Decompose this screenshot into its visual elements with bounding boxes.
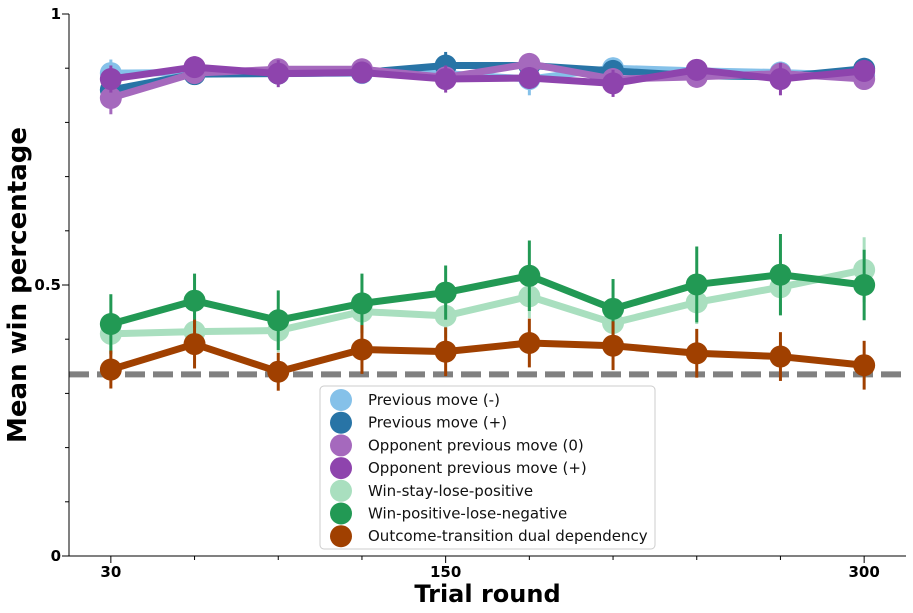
legend-marker xyxy=(330,502,352,525)
data-point xyxy=(183,289,206,312)
legend-label: Win-stay-lose-positive xyxy=(368,482,533,500)
data-point xyxy=(769,263,792,286)
data-point xyxy=(602,297,625,320)
data-point xyxy=(267,309,290,332)
data-point xyxy=(350,61,373,84)
legend: Previous move (-) Previous move (+) Oppone… xyxy=(319,385,656,550)
data-point xyxy=(99,358,122,381)
legend-marker xyxy=(330,479,352,502)
y-axis-title: Mean win percentage xyxy=(3,127,33,443)
data-point xyxy=(183,56,206,79)
data-point xyxy=(769,68,792,91)
legend-label: Previous move (-) xyxy=(368,391,500,409)
series-5 xyxy=(99,234,876,354)
data-point xyxy=(685,273,708,296)
legend-label: Win-positive-lose-negative xyxy=(368,505,567,523)
data-point xyxy=(685,342,708,365)
y-tick-label: 0.5 xyxy=(34,276,61,294)
legend-marker xyxy=(330,434,352,457)
x-tick-label: 30 xyxy=(100,563,121,581)
series-line xyxy=(109,339,865,376)
data-point xyxy=(518,331,541,354)
x-axis-title: Trial round xyxy=(414,580,560,608)
data-point xyxy=(769,345,792,368)
legend-marker xyxy=(330,389,352,411)
data-point xyxy=(350,338,373,361)
data-point xyxy=(518,66,541,89)
series-4 xyxy=(99,237,876,356)
series-line xyxy=(110,266,865,338)
data-point xyxy=(853,354,876,377)
data-point xyxy=(267,360,290,383)
data-point xyxy=(99,87,122,110)
data-point xyxy=(99,68,122,91)
data-point xyxy=(853,59,876,82)
legend-marker xyxy=(330,411,352,434)
y-tick-label: 1 xyxy=(51,5,61,23)
series-6 xyxy=(99,318,876,391)
legend-label: Outcome-transition dual dependency xyxy=(368,527,648,545)
data-point xyxy=(518,264,541,287)
legend-marker xyxy=(330,525,352,548)
data-point xyxy=(183,333,206,356)
data-point xyxy=(602,334,625,357)
data-point xyxy=(99,313,122,336)
legend-label: Opponent previous move (+) xyxy=(368,459,587,477)
data-point xyxy=(434,281,457,304)
series-line xyxy=(109,271,865,328)
data-point xyxy=(434,68,457,91)
axes: 0 0.5 1 30 150 300 xyxy=(34,5,906,581)
series-layer xyxy=(99,51,876,391)
legend-label: Opponent previous move (0) xyxy=(368,436,584,454)
series-3 xyxy=(99,56,876,97)
x-tick-label: 300 xyxy=(848,563,879,581)
x-tick-label: 150 xyxy=(430,563,461,581)
legend-label: Previous move (+) xyxy=(368,414,507,432)
data-point xyxy=(350,292,373,315)
data-point xyxy=(853,274,876,296)
series-line xyxy=(110,63,865,87)
data-point xyxy=(267,62,290,85)
y-tick-label: 0 xyxy=(51,547,61,565)
data-point xyxy=(434,340,457,363)
data-point xyxy=(602,72,625,95)
data-point xyxy=(685,58,708,81)
legend-marker xyxy=(330,457,352,480)
legend-box xyxy=(319,385,656,550)
